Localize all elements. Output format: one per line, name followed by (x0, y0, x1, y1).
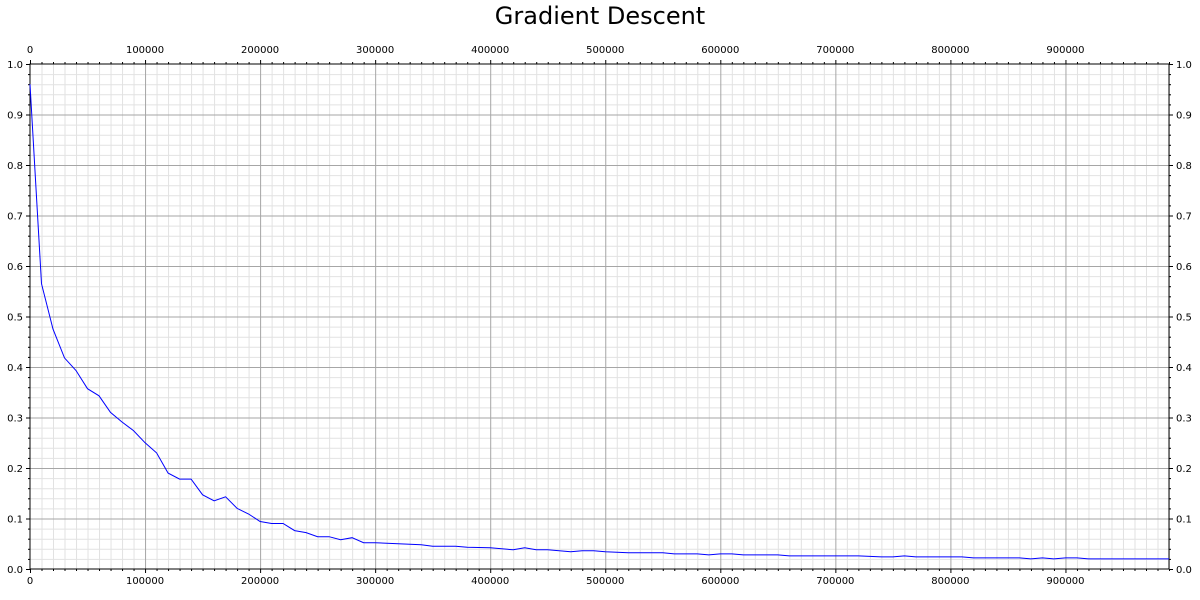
x-tick-label-bottom: 100000 (126, 576, 164, 587)
y-tick-label-left: 0.5 (7, 313, 23, 324)
y-tick-label-right: 0.1 (1176, 515, 1192, 526)
axis-tick-labels: 0 0 100000 100000 200000 200000 300000 300000 40… (7, 45, 1192, 587)
y-tick-label-right: 0.7 (1176, 212, 1192, 223)
x-tick-label-top: 400000 (471, 45, 509, 56)
y-tick-label-right: 0.0 (1176, 565, 1192, 576)
y-tick-label-right: 0.9 (1176, 111, 1192, 122)
y-tick-label-left: 0.7 (7, 212, 23, 223)
y-tick-label-right: 0.3 (1176, 414, 1192, 425)
series-line (29, 84, 1169, 560)
y-tick-label-right: 0.2 (1176, 464, 1192, 475)
x-tick-label-top: 100000 (126, 45, 164, 56)
x-tick-label-bottom: 200000 (241, 576, 279, 587)
y-tick-label-right: 1.0 (1176, 60, 1192, 71)
y-tick-label-left: 0.6 (7, 262, 23, 273)
x-tick-label-bottom: 800000 (931, 576, 969, 587)
x-tick-label-bottom: 900000 (1046, 576, 1084, 587)
y-tick-label-left: 0.8 (7, 161, 23, 172)
x-tick-label-bottom: 500000 (586, 576, 624, 587)
x-tick-label-top: 700000 (816, 45, 854, 56)
y-tick-label-right: 0.8 (1176, 161, 1192, 172)
y-tick-label-left: 0.3 (7, 414, 23, 425)
y-tick-label-left: 0.0 (7, 565, 23, 576)
x-tick-label-top: 800000 (931, 45, 969, 56)
x-tick-label-top: 600000 (701, 45, 739, 56)
x-tick-label-bottom: 300000 (356, 576, 394, 587)
y-tick-label-right: 0.6 (1176, 262, 1192, 273)
x-tick-label-bottom: 700000 (816, 576, 854, 587)
x-tick-label-top: 200000 (241, 45, 279, 56)
grid-major (30, 64, 1169, 569)
x-tick-label-top: 300000 (356, 45, 394, 56)
x-tick-label-bottom: 400000 (471, 576, 509, 587)
y-tick-label-left: 0.4 (7, 363, 23, 374)
y-tick-label-left: 1.0 (7, 60, 23, 71)
plot-frame (29, 63, 1170, 570)
y-tick-label-left: 0.1 (7, 515, 23, 526)
x-tick-label-top: 0 (27, 45, 33, 56)
y-tick-label-left: 0.2 (7, 464, 23, 475)
y-tick-label-right: 0.4 (1176, 363, 1192, 374)
x-tick-label-top: 500000 (586, 45, 624, 56)
chart-title: Gradient Descent (494, 2, 706, 30)
y-tick-label-right: 0.5 (1176, 313, 1192, 324)
x-tick-label-bottom: 600000 (701, 576, 739, 587)
x-tick-label-bottom: 0 (27, 576, 33, 587)
x-tick-label-top: 900000 (1046, 45, 1084, 56)
y-tick-label-left: 0.9 (7, 111, 23, 122)
